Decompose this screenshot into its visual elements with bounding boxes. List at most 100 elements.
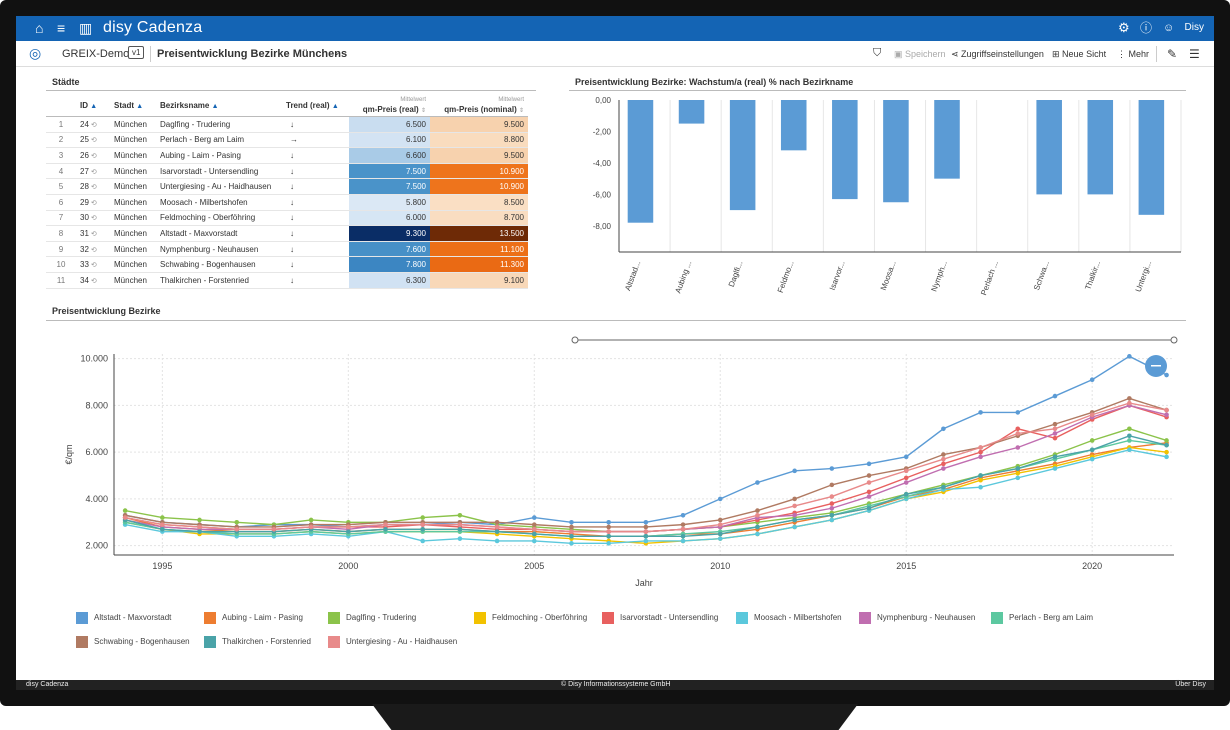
- table-row[interactable]: 2 25 ⟲ München Perlach - Berg am Laim → 6.100…: [46, 132, 528, 149]
- series-point[interactable]: [680, 522, 686, 527]
- table-row[interactable]: 3 26 ⟲ München Aubing - Laim - Pasing ↓ 6.600…: [46, 147, 528, 164]
- series-point[interactable]: [1052, 454, 1058, 460]
- series-point[interactable]: [234, 519, 240, 525]
- series-point[interactable]: [197, 529, 202, 534]
- link-icon[interactable]: ⟲: [88, 277, 97, 285]
- series-point[interactable]: [1127, 447, 1132, 453]
- series-point[interactable]: [829, 517, 835, 523]
- series-point[interactable]: [383, 526, 388, 532]
- series-point[interactable]: [903, 468, 909, 474]
- series-point[interactable]: [457, 526, 463, 532]
- bar[interactable]: [1087, 100, 1114, 195]
- series-point[interactable]: [1015, 410, 1021, 415]
- series-point[interactable]: [1164, 412, 1169, 418]
- table-row[interactable]: 7 30 ⟲ München Feldmoching - Oberföhring ↓ 6.…: [46, 210, 528, 227]
- project-name[interactable]: GREIX-Demo: [62, 48, 130, 60]
- series-point[interactable]: [606, 529, 611, 534]
- series-point[interactable]: [1089, 377, 1095, 383]
- series-point[interactable]: [1015, 470, 1021, 476]
- series-point[interactable]: [569, 519, 574, 525]
- series-point[interactable]: [941, 456, 946, 462]
- series-point[interactable]: [197, 524, 202, 530]
- bar[interactable]: [934, 100, 960, 179]
- series-point[interactable]: [941, 452, 946, 457]
- series-point[interactable]: [717, 517, 723, 523]
- series-point[interactable]: [494, 524, 500, 530]
- series-point[interactable]: [1164, 407, 1169, 413]
- series-point[interactable]: [494, 529, 500, 534]
- series-point[interactable]: [122, 508, 128, 513]
- legend-item[interactable]: Feldmoching - Oberföhring: [474, 612, 587, 624]
- series-point[interactable]: [1164, 372, 1169, 378]
- series-point[interactable]: [866, 461, 872, 467]
- series-point[interactable]: [643, 534, 649, 539]
- series-point[interactable]: [643, 524, 649, 530]
- map-icon[interactable]: ▥: [79, 20, 93, 36]
- menu-icon[interactable]: ≡: [57, 20, 66, 36]
- sort-icon[interactable]: ⇕: [518, 108, 524, 114]
- series-point[interactable]: [792, 503, 797, 509]
- link-icon[interactable]: ⟲: [88, 262, 97, 270]
- series-point[interactable]: [866, 489, 872, 495]
- more-button[interactable]: ⋮ Mehr: [1117, 49, 1149, 60]
- bar[interactable]: [678, 100, 705, 124]
- table-row[interactable]: 9 32 ⟲ München Nymphenburg - Neuhausen ↓ 7.60…: [46, 241, 528, 258]
- legend-item[interactable]: Nymphenburg - Neuhausen: [859, 612, 975, 624]
- series-point[interactable]: [494, 538, 500, 544]
- series-point[interactable]: [1089, 438, 1095, 443]
- series-point[interactable]: [717, 531, 723, 537]
- bar[interactable]: [883, 100, 909, 203]
- series-point[interactable]: [160, 515, 165, 520]
- series-point[interactable]: [1089, 456, 1095, 462]
- series-point[interactable]: [1089, 412, 1095, 418]
- series-point[interactable]: [866, 480, 872, 485]
- series-point[interactable]: [234, 526, 240, 532]
- bar[interactable]: [1138, 100, 1165, 215]
- series-point[interactable]: [903, 454, 909, 460]
- sort-asc-icon[interactable]: ▲: [211, 102, 219, 110]
- series-point[interactable]: [308, 517, 314, 523]
- series-point[interactable]: [941, 461, 946, 467]
- bookmark-icon[interactable]: ⛉: [873, 47, 882, 59]
- series-point[interactable]: [197, 517, 202, 523]
- col-trend[interactable]: Trend (real) ▲: [282, 94, 349, 117]
- sort-asc-icon[interactable]: ▲: [90, 102, 98, 110]
- series-point[interactable]: [1015, 426, 1021, 432]
- series-point[interactable]: [829, 482, 835, 488]
- table-row[interactable]: 4 27 ⟲ München Isarvorstadt - Untersendling…: [46, 163, 528, 180]
- series-point[interactable]: [122, 515, 128, 520]
- series-point[interactable]: [1127, 438, 1132, 443]
- series-point[interactable]: [160, 522, 165, 527]
- new-view-button[interactable]: ⊞ Neue Sicht: [1052, 49, 1106, 60]
- series-point[interactable]: [1015, 431, 1021, 436]
- link-icon[interactable]: ⟲: [88, 230, 97, 238]
- edit-icon[interactable]: ✎: [1167, 47, 1178, 61]
- series-point[interactable]: [680, 538, 686, 544]
- series-point[interactable]: [643, 538, 649, 544]
- legend-item[interactable]: Thalkirchen - Forstenried: [204, 636, 311, 648]
- legend-item[interactable]: Schwabing - Bogenhausen: [76, 636, 190, 648]
- series-point[interactable]: [829, 512, 835, 518]
- chevron-down-icon[interactable]: ⌄: [333, 47, 341, 57]
- series-point[interactable]: [1127, 400, 1132, 406]
- col-nominal[interactable]: Mittelwert qm-Preis (nominal) ⇕: [430, 94, 528, 117]
- access-settings-button[interactable]: ⋖ Zugriffseinstellungen: [951, 49, 1044, 60]
- series-point[interactable]: [531, 538, 537, 544]
- col-id[interactable]: ID ▲: [76, 94, 110, 117]
- series-point[interactable]: [383, 522, 388, 527]
- user-name[interactable]: Disy: [1184, 22, 1204, 33]
- series-point[interactable]: [457, 536, 463, 541]
- view-title[interactable]: Preisentwicklung Bezirke Münchens: [157, 48, 348, 60]
- series-point[interactable]: [606, 541, 611, 546]
- range-slider-handle-start[interactable]: [571, 336, 579, 344]
- series-point[interactable]: [903, 491, 909, 497]
- series-point[interactable]: [717, 496, 723, 502]
- series-point[interactable]: [494, 519, 500, 525]
- save-button[interactable]: ▣ Speichern: [894, 49, 946, 60]
- series-point[interactable]: [1052, 393, 1058, 399]
- series-point[interactable]: [531, 531, 537, 537]
- series-point[interactable]: [1052, 435, 1058, 441]
- series-point[interactable]: [569, 529, 574, 534]
- series-point[interactable]: [420, 515, 426, 520]
- series-point[interactable]: [978, 477, 983, 483]
